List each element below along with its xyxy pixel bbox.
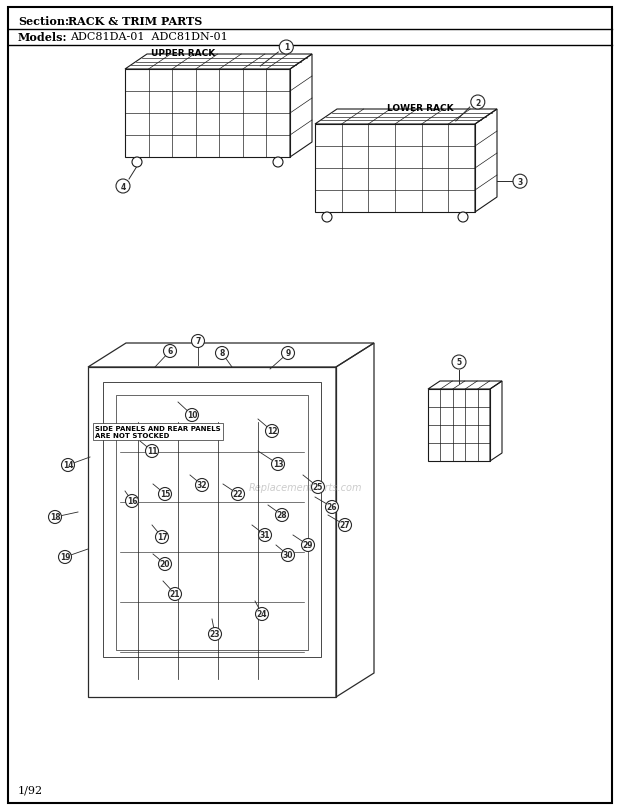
Circle shape [156, 531, 169, 544]
Circle shape [265, 425, 278, 438]
Text: 19: 19 [60, 553, 70, 562]
Text: 4: 4 [120, 182, 126, 191]
Text: 25: 25 [313, 483, 323, 492]
Circle shape [452, 355, 466, 370]
Text: 7: 7 [195, 337, 201, 346]
Circle shape [185, 409, 198, 422]
Circle shape [513, 175, 527, 189]
Bar [116, 396, 308, 650]
Circle shape [311, 481, 324, 494]
Circle shape [273, 158, 283, 168]
Text: 28: 28 [277, 511, 287, 520]
Text: 6: 6 [167, 347, 172, 356]
Circle shape [281, 549, 294, 562]
Circle shape [132, 158, 142, 168]
Circle shape [159, 558, 172, 571]
Text: Section:: Section: [18, 16, 69, 27]
Text: 10: 10 [187, 411, 197, 420]
Circle shape [259, 529, 272, 542]
Circle shape [272, 458, 285, 471]
Text: 11: 11 [147, 447, 157, 456]
Text: 32: 32 [197, 481, 207, 490]
Circle shape [164, 345, 177, 358]
Text: LOWER RACK: LOWER RACK [387, 104, 453, 113]
Circle shape [146, 445, 159, 458]
Text: UPPER RACK: UPPER RACK [151, 49, 215, 58]
Text: 8: 8 [219, 349, 224, 358]
Text: 16: 16 [126, 497, 137, 506]
Circle shape [275, 508, 288, 521]
Circle shape [458, 212, 468, 223]
Bar [103, 383, 321, 657]
Text: ADC81DA-01  ADC81DN-01: ADC81DA-01 ADC81DN-01 [70, 32, 228, 42]
Circle shape [125, 495, 138, 508]
Text: 18: 18 [50, 513, 60, 521]
Circle shape [255, 607, 268, 620]
Text: 21: 21 [170, 590, 180, 599]
Circle shape [281, 347, 294, 360]
Text: 26: 26 [327, 503, 337, 512]
Circle shape [58, 551, 71, 564]
Circle shape [279, 41, 293, 55]
Circle shape [195, 479, 208, 492]
Circle shape [48, 511, 61, 524]
Text: 2: 2 [475, 98, 480, 107]
Text: Models:: Models: [18, 32, 68, 43]
Text: 27: 27 [340, 521, 350, 530]
Text: 3: 3 [517, 178, 523, 187]
Text: 17: 17 [157, 533, 167, 542]
Circle shape [116, 180, 130, 194]
Circle shape [301, 539, 314, 551]
Text: 12: 12 [267, 427, 277, 436]
Text: 31: 31 [260, 531, 270, 540]
Text: RACK & TRIM PARTS: RACK & TRIM PARTS [68, 16, 202, 27]
Circle shape [322, 212, 332, 223]
Circle shape [339, 519, 352, 532]
Circle shape [216, 347, 229, 360]
Circle shape [159, 488, 172, 501]
Text: 24: 24 [257, 610, 267, 619]
Text: ReplacementParts.com: ReplacementParts.com [248, 483, 361, 492]
Circle shape [471, 96, 485, 109]
Text: 14: 14 [63, 461, 73, 470]
Text: SIDE PANELS AND REAR PANELS
ARE NOT STOCKED: SIDE PANELS AND REAR PANELS ARE NOT STOC… [95, 426, 221, 439]
Circle shape [208, 628, 221, 641]
Text: 13: 13 [273, 460, 283, 469]
Text: 30: 30 [283, 551, 293, 560]
Circle shape [326, 501, 339, 514]
Circle shape [169, 588, 182, 601]
Text: 15: 15 [160, 490, 170, 499]
Text: 1/92: 1/92 [18, 785, 43, 795]
Text: 9: 9 [285, 349, 291, 358]
Circle shape [192, 335, 205, 348]
Text: 1: 1 [284, 44, 289, 53]
Text: 20: 20 [160, 560, 171, 569]
Circle shape [231, 488, 244, 501]
Text: 29: 29 [303, 541, 313, 550]
Circle shape [61, 459, 74, 472]
Text: 5: 5 [456, 358, 461, 367]
Text: 22: 22 [232, 490, 243, 499]
Text: 23: 23 [210, 629, 220, 639]
